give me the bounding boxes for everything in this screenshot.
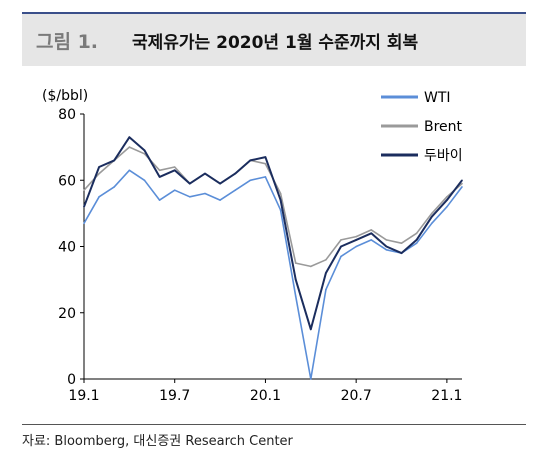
- data-point: [385, 239, 388, 241]
- figure-label: 그림 1.: [36, 31, 99, 53]
- data-point: [431, 222, 433, 225]
- data-point: [264, 176, 267, 178]
- data-point: [158, 169, 161, 172]
- data-point: [249, 179, 252, 182]
- data-point: [400, 242, 403, 244]
- data-point: [234, 172, 236, 175]
- series-line-dubai: [83, 136, 463, 331]
- data-point: [128, 146, 131, 148]
- data-point: [340, 239, 342, 241]
- data-point: [400, 252, 403, 254]
- data-point: [370, 239, 373, 241]
- data-point: [294, 262, 297, 264]
- data-point: [113, 159, 115, 162]
- data-point: [310, 328, 312, 331]
- bottom-rule: [22, 424, 526, 425]
- data-point: [446, 206, 448, 208]
- data-point: [385, 245, 388, 248]
- data-point: [279, 199, 282, 201]
- data-point: [340, 255, 342, 258]
- data-point: [83, 206, 85, 208]
- data-point: [355, 235, 358, 238]
- data-point: [219, 182, 221, 185]
- x-tick-label: 19.1: [68, 388, 99, 404]
- data-point: [98, 172, 100, 175]
- data-point: [415, 232, 418, 235]
- data-point: [128, 136, 131, 138]
- x-tick-label: 21.1: [431, 388, 462, 404]
- data-point: [279, 192, 282, 195]
- data-point: [325, 288, 327, 291]
- oil-price-chart: 0 20 40 60 80 ($/bbl) 19.1 19.7 20.1 20.7 21.1 WTI…: [42, 88, 463, 404]
- y-tick-label: 80: [58, 107, 76, 123]
- data-point: [219, 199, 221, 201]
- legend-label: WTI: [424, 90, 451, 106]
- data-point: [158, 199, 161, 201]
- data-point: [98, 166, 100, 168]
- data-point: [173, 166, 176, 168]
- series-line-wti: [83, 169, 463, 380]
- series-layer: [83, 136, 463, 380]
- data-point: [325, 272, 327, 274]
- data-point: [310, 378, 312, 380]
- data-point: [294, 295, 297, 297]
- data-point: [158, 176, 161, 178]
- data-point: [446, 199, 448, 201]
- data-point: [461, 186, 463, 188]
- data-point: [264, 162, 267, 165]
- figure-title: 국제유가는 2020년 1월 수준까지 회복: [132, 33, 419, 53]
- y-tick-label: 40: [58, 240, 76, 256]
- legend: WTI Brent 두바이: [381, 90, 463, 164]
- data-point: [431, 212, 433, 215]
- data-point: [385, 249, 388, 251]
- data-point: [204, 192, 206, 195]
- data-point: [173, 189, 176, 191]
- x-tick-label: 19.7: [159, 388, 190, 404]
- data-point: [204, 172, 206, 175]
- y-tick-label: 60: [58, 173, 76, 189]
- data-point: [173, 169, 176, 172]
- source-note: 자료: Bloomberg, 대신증권 Research Center: [22, 434, 293, 449]
- data-point: [370, 229, 373, 231]
- y-tick-label: 0: [67, 372, 76, 388]
- data-point: [415, 239, 418, 241]
- data-point: [294, 278, 297, 281]
- title-band: 그림 1. 국제유가는 2020년 1월 수준까지 회복: [22, 14, 526, 66]
- data-point: [249, 159, 252, 162]
- x-tick-label: 20.7: [341, 388, 372, 404]
- data-point: [461, 182, 463, 185]
- data-point: [340, 245, 342, 248]
- data-point: [370, 232, 373, 235]
- data-point: [143, 149, 146, 152]
- legend-label: Brent: [424, 119, 463, 135]
- data-point: [83, 189, 85, 191]
- data-point: [234, 189, 236, 191]
- data-point: [325, 259, 327, 261]
- data-point: [189, 196, 191, 198]
- data-point: [355, 239, 358, 241]
- data-point: [98, 196, 100, 198]
- data-point: [431, 215, 433, 218]
- y-axis-label: ($/bbl): [42, 88, 88, 104]
- data-point: [461, 179, 463, 182]
- data-point: [143, 179, 146, 182]
- data-point: [189, 182, 191, 185]
- axes: 0 20 40 60 80 ($/bbl) 19.1 19.7 20.1 20.7 21.1: [42, 88, 462, 404]
- data-point: [310, 265, 312, 268]
- data-point: [264, 156, 267, 158]
- data-point: [113, 186, 115, 188]
- y-tick-label: 20: [58, 306, 76, 322]
- data-point: [446, 196, 448, 198]
- data-point: [355, 245, 358, 248]
- top-rule: [22, 12, 526, 14]
- x-tick-label: 20.1: [250, 388, 281, 404]
- legend-label: 두바이: [424, 148, 463, 164]
- data-point: [415, 242, 418, 244]
- data-point: [128, 169, 131, 172]
- data-point: [143, 153, 146, 155]
- data-point: [83, 222, 85, 225]
- data-point: [279, 209, 282, 211]
